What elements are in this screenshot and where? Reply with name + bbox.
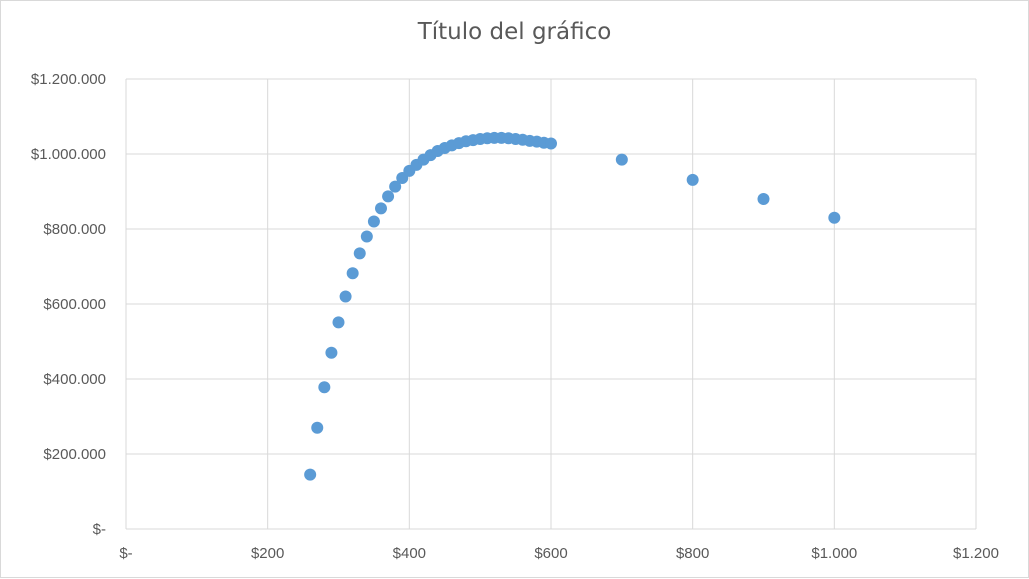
x-axis-tick-labels: $- $200 $400 $600 $800 $1.000 $1.200: [119, 545, 999, 562]
data-point: [346, 267, 359, 280]
data-point: [332, 316, 345, 329]
data-point: [339, 290, 352, 303]
data-point: [318, 381, 331, 394]
y-tick-label: $600.000: [43, 296, 106, 313]
chart-title: Título del gráfico: [417, 19, 612, 45]
data-point: [360, 230, 373, 243]
data-point: [311, 421, 324, 434]
y-tick-label: $1.200.000: [31, 71, 106, 88]
data-point: [353, 247, 366, 260]
x-tick-label: $600: [534, 545, 567, 562]
x-tick-label: $400: [393, 545, 426, 562]
data-point: [304, 468, 317, 481]
data-point: [545, 137, 557, 150]
data-point: [382, 190, 395, 203]
y-tick-label: $800.000: [43, 221, 106, 238]
y-tick-label: $400.000: [43, 371, 106, 388]
gridlines: [125, 78, 977, 530]
data-point: [389, 180, 402, 193]
x-tick-label: $-: [119, 545, 132, 562]
x-tick-label: $800: [676, 545, 709, 562]
data-point: [615, 153, 628, 166]
data-point: [828, 211, 841, 224]
data-point: [686, 173, 699, 186]
data-points: [304, 131, 841, 481]
x-tick-label: $200: [251, 545, 284, 562]
x-tick-label: $1.000: [811, 545, 857, 562]
data-point: [325, 346, 338, 359]
data-point: [375, 202, 387, 215]
y-tick-label: $200.000: [43, 446, 106, 463]
y-tick-label: $1.000.000: [31, 146, 106, 163]
x-tick-label: $1.200: [953, 545, 999, 562]
data-point: [757, 193, 770, 205]
y-axis-tick-labels: $- $200.000 $400.000 $600.000 $800.000 $1.000…: [31, 71, 106, 538]
y-tick-label: $-: [93, 521, 106, 538]
data-point: [367, 215, 380, 228]
